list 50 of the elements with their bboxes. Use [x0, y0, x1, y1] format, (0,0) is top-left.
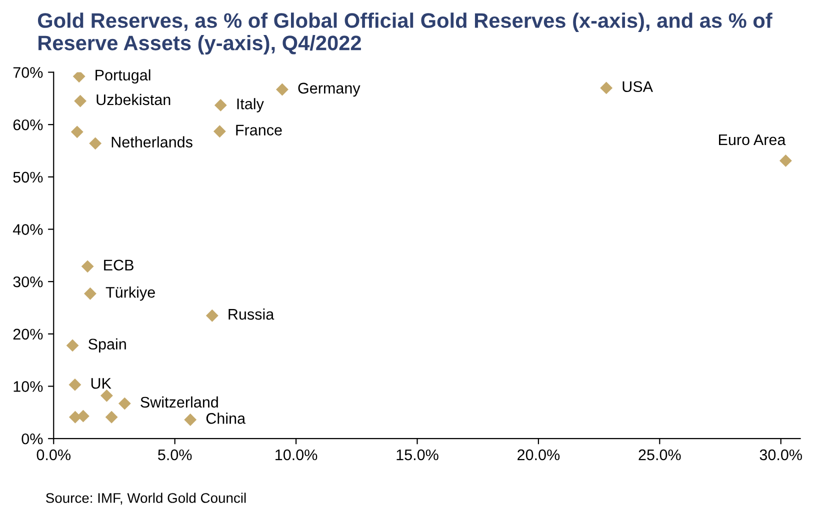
annotation: Switzerland — [140, 396, 218, 408]
x-tick-label: 30.0% — [760, 449, 802, 460]
point — [81, 260, 94, 273]
point — [100, 389, 113, 402]
annotation: Netherlands — [112, 136, 192, 148]
point — [89, 137, 102, 150]
point — [276, 83, 288, 96]
y-tick-label: 50% — [13, 172, 43, 183]
x-tick-label: 10.0% — [276, 449, 318, 460]
point — [66, 339, 79, 352]
annotation: Euro Area — [719, 134, 786, 146]
annotation: Uzbekistan — [96, 94, 170, 106]
annotation: UK — [91, 378, 112, 389]
point — [74, 94, 86, 108]
y-tick-label: 70% — [13, 67, 43, 78]
y-tick-label: 0% — [22, 433, 43, 444]
annotation: USA — [622, 81, 653, 92]
annotation: Italy — [237, 98, 264, 112]
annotation: France — [236, 124, 282, 136]
point — [68, 378, 82, 391]
point — [118, 397, 131, 410]
annotation: China — [206, 412, 246, 424]
x-tick-label: 25.0% — [638, 449, 681, 460]
x-tick-label: 20.0% — [518, 449, 560, 460]
point — [184, 414, 197, 426]
x-tick-label: 0.0% — [36, 449, 70, 460]
y-tick-label: 10% — [14, 381, 43, 392]
annotation: Türkiye — [106, 286, 155, 301]
point — [105, 410, 118, 424]
annotation: Spain — [88, 338, 126, 353]
point — [206, 309, 218, 322]
point — [72, 72, 86, 83]
x-tick-label: 5.0% — [158, 449, 192, 460]
point — [779, 154, 792, 167]
y-tick-label: 60% — [13, 119, 43, 130]
point — [70, 126, 84, 138]
chart-title: Gold Reserves, as % of Global Official Gold Reserves (x-axis), and as % of Reserve Assets (y-axis), Q4/2022 — [38, 12, 772, 54]
y-tick-label: 20% — [13, 328, 43, 340]
x-tick-label: 15.0% — [396, 449, 438, 460]
point — [84, 287, 96, 300]
annotation: Russia — [228, 308, 274, 320]
annotation: Portugal — [96, 69, 150, 84]
y-tick-label: 40% — [12, 224, 43, 235]
point — [213, 125, 226, 138]
y-tick-label: 30% — [13, 276, 43, 288]
annotation: ECB — [104, 260, 134, 271]
annotation: Germany — [298, 82, 360, 97]
source-note: Source: IMF, World Gold Council — [46, 492, 246, 505]
point — [600, 82, 613, 94]
point — [214, 99, 227, 112]
